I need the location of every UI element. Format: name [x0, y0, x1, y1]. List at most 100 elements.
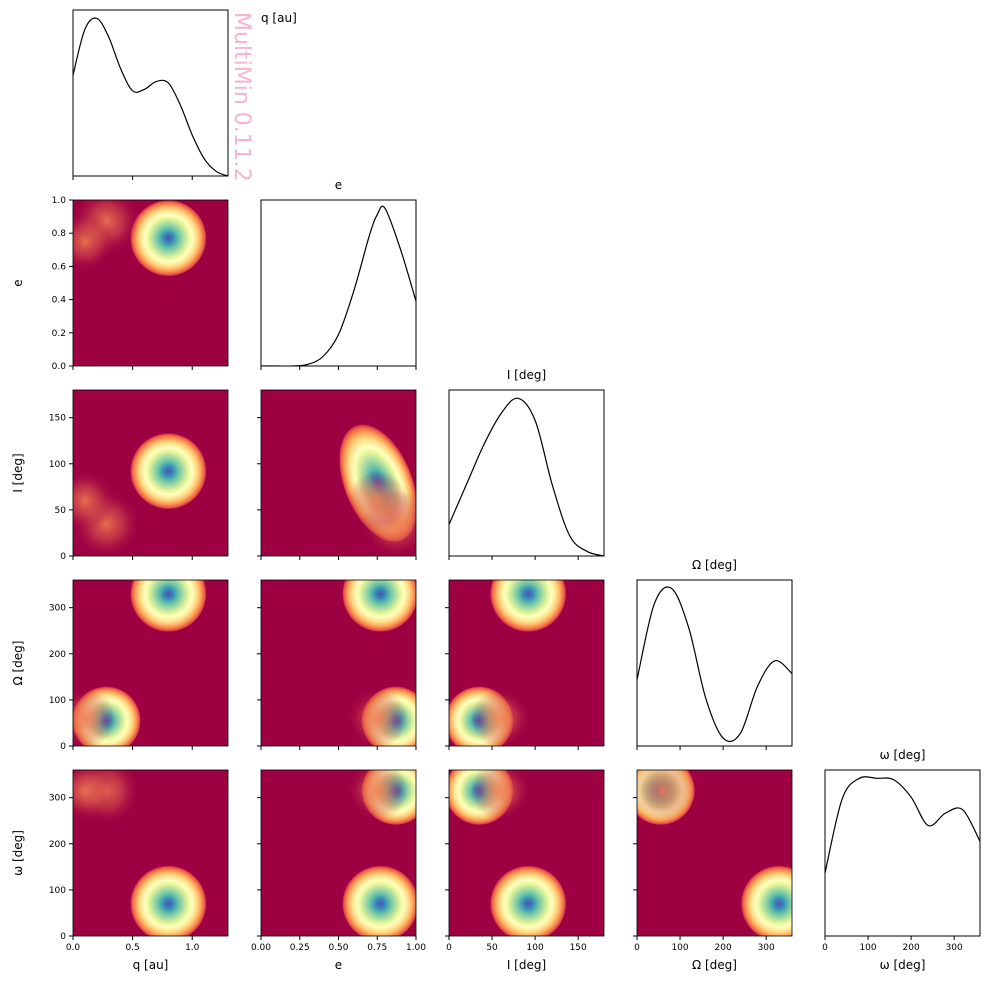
x-tick-label: 0.25	[290, 943, 310, 953]
x-tick-label: 150	[570, 943, 587, 953]
diagonal-title: ω [deg]	[880, 748, 926, 762]
panel-frame	[448, 579, 605, 747]
x-axis-label: q [au]	[133, 958, 169, 972]
density-panel-Omega-omega	[633, 769, 793, 940]
density-peak	[130, 433, 207, 510]
panel-frame	[824, 769, 981, 937]
density-panel-q-I	[69, 389, 229, 560]
y-tick-label: 150	[49, 414, 66, 424]
diagonal-title: I [deg]	[507, 368, 546, 382]
y-axis-label: e	[11, 279, 25, 286]
y-tick-label: 200	[49, 650, 66, 660]
diagonal-panel-q: q [au]	[72, 9, 297, 180]
density-faint-peak	[73, 211, 115, 272]
y-axis-label: Ω [deg]	[11, 641, 25, 686]
x-tick-label: 1.00	[406, 943, 426, 953]
density-peak	[130, 200, 207, 277]
panel-frame	[72, 389, 229, 557]
y-tick-label: 0	[60, 742, 66, 752]
watermark: MultiMin 0.11.2	[229, 12, 254, 182]
density-faint-peak	[73, 470, 115, 531]
density-faint-peak	[73, 688, 115, 746]
diagonal-title: q [au]	[261, 11, 297, 25]
density-image	[73, 770, 228, 936]
x-tick-label: 0	[446, 943, 452, 953]
diagonal-title: Ω [deg]	[692, 558, 737, 572]
density-peak	[490, 865, 567, 936]
x-tick-label: 0.00	[251, 943, 271, 953]
x-tick-label: 0.50	[328, 943, 348, 953]
y-tick-label: 300	[49, 604, 66, 614]
y-axis-label: ω [deg]	[11, 830, 25, 876]
y-tick-label: 100	[49, 886, 66, 896]
marginal-curve-I	[449, 397, 604, 556]
density-faint-peak	[470, 688, 531, 746]
x-tick-label: 100	[527, 943, 544, 953]
x-tick-label: 0.75	[367, 943, 387, 953]
x-axis-label: ω [deg]	[880, 958, 926, 972]
x-tick-label: 300	[946, 943, 963, 953]
diagonal-panel-e: e	[260, 178, 417, 370]
panel-frame	[636, 579, 793, 747]
density-panel-q-e	[69, 199, 229, 370]
density-panel-e-Omega	[257, 579, 417, 750]
density-image	[637, 770, 792, 936]
y-tick-label: 200	[49, 840, 66, 850]
density-image	[73, 580, 228, 746]
x-tick-label: 100	[859, 943, 876, 953]
y-tick-label: 0.6	[52, 262, 67, 272]
density-faint-peak	[470, 770, 531, 821]
x-tick-label: 0	[822, 943, 828, 953]
density-image	[261, 770, 416, 936]
density-panel-I-Omega	[445, 579, 605, 750]
density-image	[261, 580, 416, 746]
density-faint-peak	[347, 770, 408, 821]
density-faint-peak	[73, 770, 115, 821]
density-image	[261, 390, 416, 556]
density-panel-I-omega	[445, 769, 605, 940]
density-peak	[342, 865, 416, 936]
x-tick-label: 0.0	[66, 943, 81, 953]
x-axis-label: e	[335, 958, 342, 972]
panel-frame	[72, 199, 229, 367]
marginal-curve-Omega	[637, 586, 792, 743]
y-tick-label: 0.4	[52, 296, 67, 306]
x-tick-label: 100	[671, 943, 688, 953]
x-tick-label: 300	[758, 943, 775, 953]
panel-frame	[72, 579, 229, 747]
density-peak	[342, 580, 416, 632]
y-tick-label: 100	[49, 696, 66, 706]
density-peak	[130, 580, 207, 632]
diagonal-title: e	[335, 178, 342, 192]
x-tick-label: 50	[486, 943, 498, 953]
y-tick-label: 0.2	[52, 329, 66, 339]
density-image	[73, 200, 228, 366]
density-panel-e-omega	[257, 769, 417, 940]
y-tick-label: 0	[60, 552, 66, 562]
y-tick-label: 50	[55, 506, 67, 516]
diagonal-panel-omega: ω [deg]	[824, 748, 981, 940]
density-image	[73, 390, 228, 556]
density-image	[449, 580, 604, 746]
density-peak	[741, 865, 792, 936]
panel-frame	[72, 9, 229, 177]
y-axis-label: I [deg]	[11, 453, 25, 492]
x-axis-label: Ω [deg]	[692, 958, 737, 972]
y-tick-label: 0.0	[52, 362, 67, 372]
panel-frame	[448, 389, 605, 557]
density-image	[449, 770, 604, 936]
density-peak	[130, 865, 207, 936]
diagonal-panel-Omega: Ω [deg]	[636, 558, 793, 750]
panel-frame	[448, 769, 605, 937]
x-tick-label: 1.0	[185, 943, 200, 953]
x-tick-label: 0.5	[125, 943, 139, 953]
y-tick-label: 300	[49, 794, 66, 804]
x-tick-label: 0	[634, 943, 640, 953]
diagonal-panel-I: I [deg]	[448, 368, 605, 560]
density-panel-q-omega	[69, 769, 229, 940]
density-faint-peak	[347, 688, 408, 746]
y-tick-label: 1.0	[52, 196, 67, 206]
x-axis-label: I [deg]	[507, 958, 546, 972]
y-tick-label: 0	[60, 932, 66, 942]
density-faint-peak	[347, 470, 408, 531]
